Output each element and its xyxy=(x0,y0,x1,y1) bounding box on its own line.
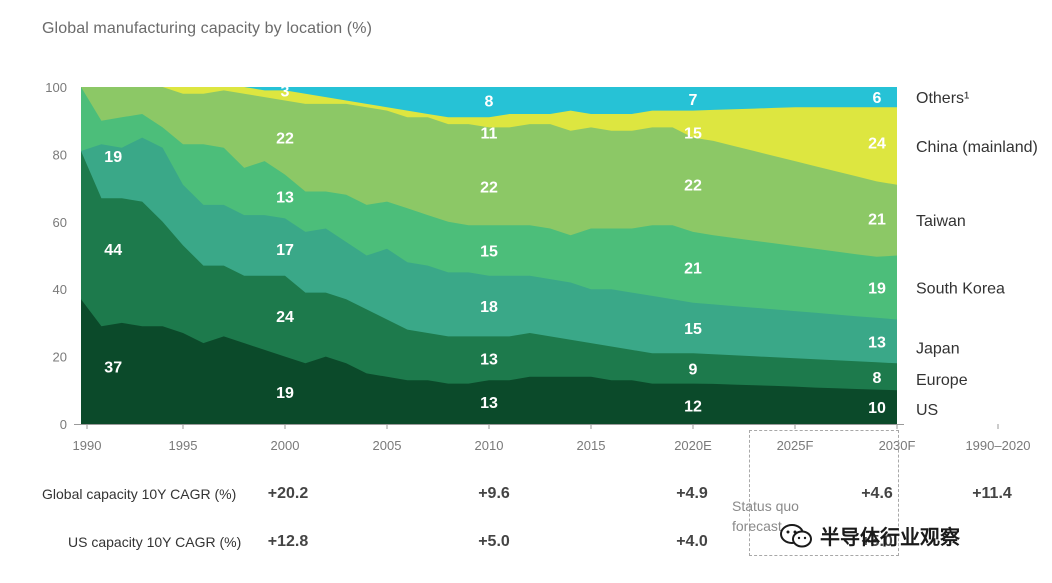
category-label-others: Others¹ xyxy=(916,90,969,107)
forecast-box xyxy=(749,430,899,556)
y-tick-0: 0 xyxy=(60,417,67,432)
category-labels: Others¹ China (mainland) Taiwan South Korea… xyxy=(916,90,1038,419)
share-label-us-2030: 10 xyxy=(868,400,886,417)
y-tick-80: 80 xyxy=(53,147,67,162)
share-label-south-korea-2010: 15 xyxy=(480,243,498,260)
category-label-europe: Europe xyxy=(916,372,968,389)
forecast-note-line-1: Status quo xyxy=(732,498,799,514)
cagr-global-1990-2020: +11.4 xyxy=(972,485,1012,502)
x-tick-2010: 2010 xyxy=(475,438,504,453)
category-label-us: US xyxy=(916,402,938,419)
share-label-europe-2010: 13 xyxy=(480,351,498,368)
share-label-china-mainland-2010: 11 xyxy=(481,125,498,142)
watermark: 半导体行业观察 xyxy=(780,521,960,550)
x-tick-1990-2020: 1990–2020 xyxy=(965,438,1030,453)
cagr-us-2010: +5.0 xyxy=(478,533,510,550)
share-label-others-2000: 3 xyxy=(281,83,290,100)
share-label-europe-1990.5: 44 xyxy=(104,242,122,259)
forecast-note-line-2: forecast xyxy=(732,518,782,534)
y-tick-100: 100 xyxy=(45,80,67,95)
share-label-south-korea-2000: 13 xyxy=(276,190,294,207)
share-label-japan-2010: 18 xyxy=(480,299,498,316)
cagr-global-2020: +4.9 xyxy=(676,485,708,502)
x-tick-2025f: 2025F xyxy=(777,438,814,453)
share-label-us-1990.5: 37 xyxy=(104,360,122,377)
x-tick-2000: 2000 xyxy=(271,438,300,453)
share-label-europe-2030: 8 xyxy=(873,370,882,387)
area-europe xyxy=(81,151,897,424)
cagr-global-1990: +20.2 xyxy=(267,485,309,502)
share-label-south-korea-2020: 21 xyxy=(684,260,702,277)
y-axis: 0 20 40 60 80 100 xyxy=(45,80,67,432)
share-label-taiwan-2030: 21 xyxy=(868,211,886,228)
x-axis: 1990 1995 2000 2005 2010 2015 2020E 2025F 2030F 1… xyxy=(73,424,1031,453)
share-label-taiwan-2010: 22 xyxy=(480,179,498,196)
category-label-taiwan: Taiwan xyxy=(916,213,966,230)
share-label-taiwan-2020: 22 xyxy=(684,178,702,195)
y-tick-20: 20 xyxy=(53,350,67,365)
share-label-japan-2030: 13 xyxy=(868,334,886,351)
share-label-japan-2020: 15 xyxy=(684,321,702,338)
cagr-us-2020: +4.0 xyxy=(676,533,708,550)
category-label-japan: Japan xyxy=(916,340,960,357)
area-us xyxy=(81,299,897,424)
share-label-us-2000: 19 xyxy=(276,385,294,402)
cagr-us-2030: +5.0 xyxy=(861,533,893,550)
y-tick-40: 40 xyxy=(53,282,67,297)
watermark-text: 半导体行业观察 xyxy=(820,525,960,549)
x-tick-1995: 1995 xyxy=(169,438,198,453)
x-tick-2020e: 2020E xyxy=(674,438,712,453)
cagr-label-global: Global capacity 10Y CAGR (%) xyxy=(42,486,237,502)
share-label-others-2010: 8 xyxy=(485,93,494,110)
x-tick-1990: 1990 xyxy=(73,438,102,453)
share-label-south-korea-2030: 19 xyxy=(868,281,886,298)
forecast-note: Status quo forecast xyxy=(732,496,799,536)
share-label-europe-2020: 9 xyxy=(689,361,698,378)
share-label-china-mainland-2020: 15 xyxy=(684,125,702,142)
cagr-global-2030: +4.6 xyxy=(861,485,893,502)
y-tick-60: 60 xyxy=(53,215,67,230)
cagr-label-us: US capacity 10Y CAGR (%) xyxy=(68,534,242,550)
category-label-south-korea: South Korea xyxy=(916,281,1005,298)
wechat-icon xyxy=(780,523,812,547)
area-layers xyxy=(81,87,897,424)
share-label-us-2010: 13 xyxy=(480,395,498,412)
share-label-taiwan-2000: 22 xyxy=(276,131,294,148)
x-tick-2030f: 2030F xyxy=(879,438,916,453)
cagr-us-1990: +12.8 xyxy=(267,533,309,550)
share-label-europe-2000: 24 xyxy=(276,309,294,326)
share-label-others-2020: 7 xyxy=(689,92,698,109)
x-tick-2015: 2015 xyxy=(577,438,606,453)
category-label-china-mainland: China (mainland) xyxy=(916,139,1038,156)
share-label-others-2030: 6 xyxy=(873,90,882,107)
chart-title: Global manufacturing capacity by locatio… xyxy=(42,20,372,37)
share-label-japan-2000: 17 xyxy=(276,242,294,259)
share-labels: 37 44 19 3 22 13 17 24 19 8 11 22 15 18 13 13 7 15 22 21 15 9… xyxy=(104,83,886,417)
cagr-global-2010: +9.6 xyxy=(478,485,510,502)
share-label-japan-1990.5: 19 xyxy=(104,149,122,166)
x-tick-2005: 2005 xyxy=(373,438,402,453)
share-label-china-mainland-2030: 24 xyxy=(868,136,886,153)
share-label-us-2020: 12 xyxy=(684,398,702,415)
